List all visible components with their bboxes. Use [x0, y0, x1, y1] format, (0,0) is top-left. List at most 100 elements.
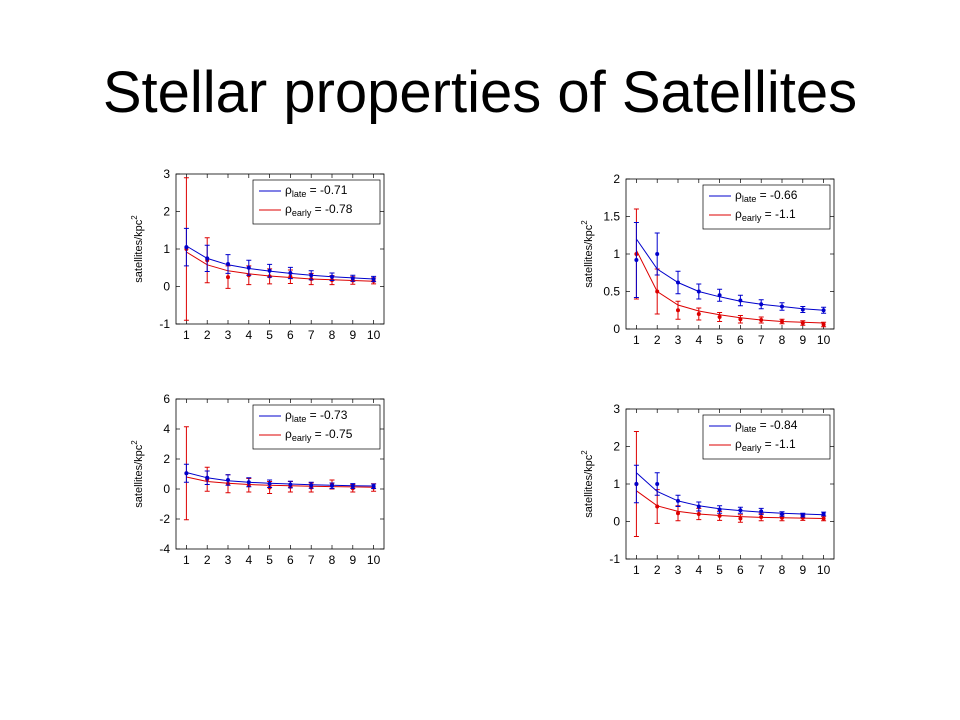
data-point-early: [655, 289, 660, 294]
fit-line-early: [635, 250, 824, 324]
x-tick-label: 7: [758, 333, 765, 347]
y-tick-label: 4: [163, 422, 170, 436]
x-tick-label: 1: [633, 563, 640, 577]
data-point-early: [696, 312, 701, 316]
legend-value: = -1.1: [761, 437, 796, 451]
data-point-early: [780, 319, 784, 324]
legend-subscript: late: [742, 194, 757, 204]
x-tick-label: 1: [183, 328, 190, 342]
data-point-late: [800, 307, 805, 312]
data-point-early: [717, 315, 722, 319]
y-tick-label: 2: [613, 172, 620, 186]
legend-symbol: ρ: [285, 427, 292, 441]
x-tick-label: 9: [799, 333, 806, 347]
legend-subscript: early: [742, 213, 762, 223]
x-tick-label: 4: [695, 563, 702, 577]
data-point-early: [759, 318, 764, 322]
x-tick-label: 2: [654, 333, 661, 347]
data-point-early: [821, 322, 826, 327]
data-point-late: [246, 480, 251, 485]
legend-symbol: ρ: [285, 183, 292, 197]
y-tick-label: 1: [613, 477, 620, 491]
legend-value: = -1.1: [761, 207, 796, 221]
y-tick-label: 2: [613, 440, 620, 454]
y-tick-label: 0: [163, 280, 170, 294]
data-point-late: [184, 471, 189, 476]
y-axis-label-superscript: 2: [130, 215, 139, 220]
y-tick-label: 3: [613, 402, 620, 416]
data-point-late: [350, 484, 355, 488]
data-point-late: [634, 482, 639, 486]
x-tick-label: 3: [675, 563, 682, 577]
legend-symbol: ρ: [735, 188, 742, 202]
x-tick-label: 7: [758, 563, 765, 577]
data-point-early: [738, 317, 743, 322]
x-tick-label: 4: [245, 553, 252, 567]
data-point-late: [634, 258, 639, 262]
legend-value: = -0.71: [306, 183, 347, 197]
y-axis-label: satellites/kpc2: [130, 215, 145, 283]
data-point-early: [676, 511, 680, 516]
y-axis-label-superscript: 2: [580, 450, 589, 455]
y-tick-label: 0: [613, 515, 620, 529]
y-tick-label: 0: [163, 482, 170, 496]
x-tick-label: 10: [817, 563, 831, 577]
data-point-late: [655, 482, 660, 486]
x-tick-label: 4: [695, 333, 702, 347]
data-point-early: [759, 515, 764, 519]
data-point-late: [184, 245, 189, 250]
x-tick-label: 6: [737, 333, 744, 347]
data-point-early: [655, 504, 660, 509]
data-point-late: [205, 256, 210, 261]
data-point-late: [759, 509, 764, 514]
fit-line-early: [636, 490, 824, 519]
legend-entry-late: ρlate = -0.66: [735, 188, 798, 204]
data-point-early: [676, 308, 680, 313]
legend-subscript: late: [292, 414, 307, 424]
legend-symbol: ρ: [285, 408, 292, 422]
y-axis-label-text: satellites/kpc: [133, 444, 145, 507]
data-point-early: [821, 516, 826, 521]
y-tick-label: -1: [159, 317, 170, 331]
data-point-late: [821, 308, 826, 313]
y-tick-label: 1: [613, 247, 620, 261]
legend-value: = -0.78: [311, 202, 352, 216]
legend-value: = -0.73: [306, 408, 347, 422]
x-tick-label: 5: [716, 333, 723, 347]
y-axis-label: satellites/kpc2: [130, 440, 145, 508]
y-axis-label-superscript: 2: [130, 440, 139, 445]
data-point-late: [717, 293, 722, 298]
y-axis-label: satellites/kpc2: [580, 220, 595, 288]
data-point-early: [717, 513, 722, 518]
data-point-late: [309, 483, 314, 488]
legend-box: [252, 404, 381, 450]
legend-box: [252, 179, 381, 225]
x-tick-label: 10: [367, 328, 381, 342]
x-tick-label: 9: [349, 553, 356, 567]
legend-box: [702, 414, 831, 460]
data-point-late: [226, 478, 230, 482]
fit-line-late: [186, 472, 374, 487]
data-point-late: [309, 273, 314, 278]
data-point-late: [821, 512, 826, 516]
legend-symbol: ρ: [285, 202, 292, 216]
x-tick-label: 8: [779, 333, 786, 347]
data-point-late: [696, 289, 701, 294]
x-tick-label: 10: [817, 333, 831, 347]
data-point-late: [288, 482, 293, 487]
x-tick-label: 8: [329, 553, 336, 567]
x-tick-label: 6: [737, 563, 744, 577]
y-tick-label: 2: [163, 205, 170, 219]
legend-entry-late: ρlate = -0.84: [735, 418, 798, 434]
legend-entry-early: ρearly = -1.1: [735, 207, 796, 223]
data-point-late: [717, 507, 722, 512]
data-point-late: [655, 252, 660, 256]
y-axis-label-text: satellites/kpc: [133, 219, 145, 282]
fit-line-early: [186, 251, 374, 282]
y-tick-label: 1.5: [603, 210, 620, 224]
legend-entry-late: ρlate = -0.73: [285, 408, 348, 424]
fit-line-late: [186, 245, 374, 280]
legend-symbol: ρ: [735, 207, 742, 221]
chart-top-right: 1 2 3 4 5 6 7 8 9 1000.511.52satellites/kpc2ρlate…: [580, 172, 835, 347]
